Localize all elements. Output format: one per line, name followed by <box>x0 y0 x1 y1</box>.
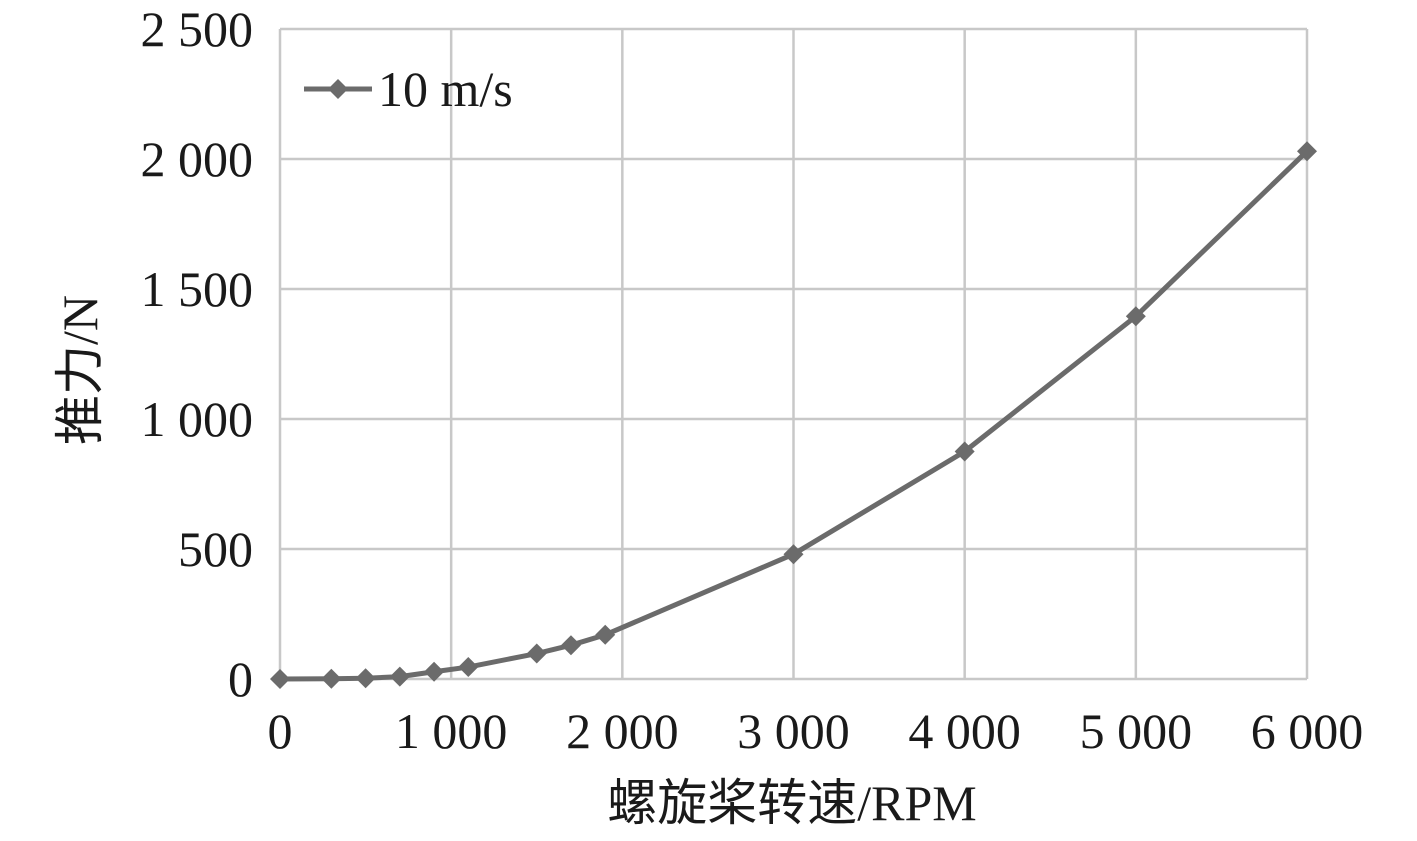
data-point <box>355 668 376 689</box>
x-tick-label: 3 000 <box>737 703 850 759</box>
data-point <box>424 661 445 682</box>
x-tick-label: 5 000 <box>1080 703 1193 759</box>
data-point <box>270 669 290 689</box>
data-point <box>783 544 804 565</box>
x-axis-label: 螺旋桨转速/RPM <box>607 775 977 831</box>
y-tick-label: 500 <box>178 521 253 577</box>
y-tick-label: 1 500 <box>141 261 254 317</box>
legend-label: 10 m/s <box>378 61 513 117</box>
x-tick-label: 4 000 <box>908 703 1021 759</box>
tick-labels: 0 1 000 2 000 3 000 4 000 5 000 6 000 0 500 1 000… <box>141 1 1364 759</box>
y-tick-label: 1 000 <box>141 391 254 447</box>
data-point <box>458 657 479 678</box>
data-point <box>1297 141 1317 162</box>
x-tick-label: 0 <box>268 703 293 759</box>
data-point <box>954 441 975 462</box>
legend: 10 m/s <box>304 61 513 117</box>
grid <box>278 27 1309 681</box>
y-tick-label: 2 000 <box>141 131 254 187</box>
data-point <box>595 624 616 645</box>
x-tick-label: 2 000 <box>566 703 679 759</box>
series-layer <box>270 141 1317 689</box>
x-tick-label: 6 000 <box>1251 703 1364 759</box>
x-tick-label: 1 000 <box>395 703 508 759</box>
data-point <box>389 666 410 687</box>
data-point <box>560 635 581 656</box>
data-point <box>1125 306 1146 327</box>
y-tick-label: 0 <box>228 651 253 707</box>
data-point <box>321 668 342 689</box>
legend-marker <box>328 79 348 99</box>
y-axis-label: 推力/N <box>52 295 108 445</box>
data-point <box>526 643 547 664</box>
y-tick-label: 2 500 <box>141 1 254 57</box>
